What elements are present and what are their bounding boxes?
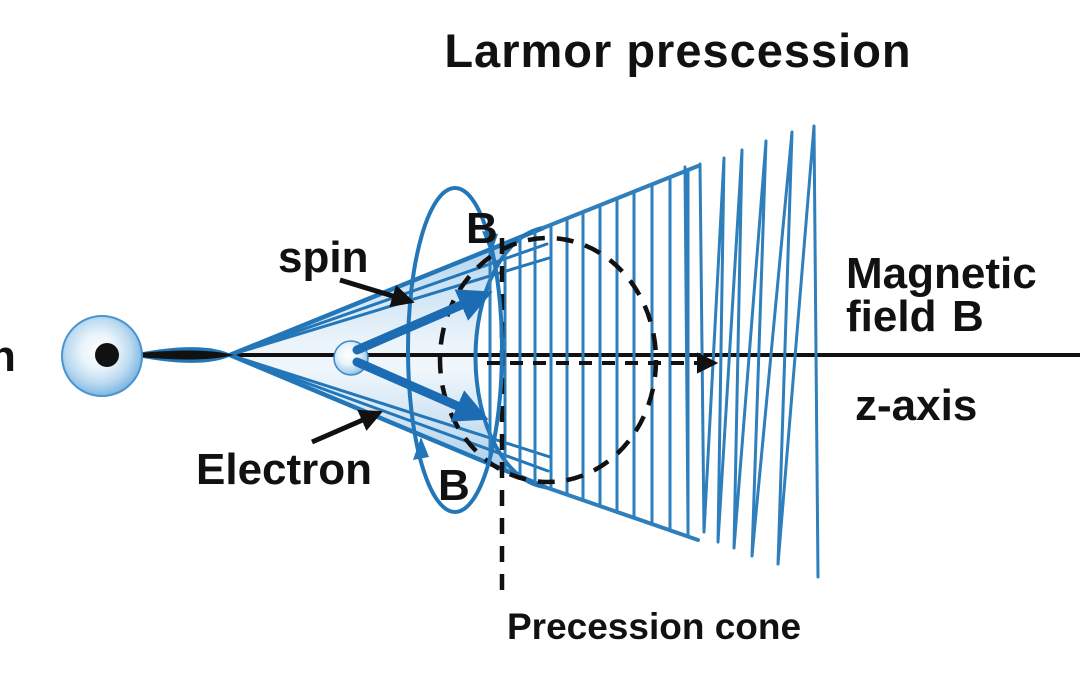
b-loop-arrowhead-up	[413, 437, 429, 460]
b-loop-arrowhead-down	[482, 231, 498, 254]
spin-label: spin	[278, 233, 368, 282]
b-loop-bottom-label: B	[438, 461, 470, 510]
magnetic-field-label-b: B	[952, 292, 984, 341]
nucleus-partial-label: n	[0, 332, 16, 381]
helix-envelope-lines	[541, 164, 700, 542]
orbit-spindle-black	[118, 350, 234, 360]
spin-vector-lower-arrow	[352, 357, 489, 422]
z-axis-label: z-axis	[855, 381, 977, 430]
b-loop-top-label: B	[466, 204, 498, 253]
spin-vector-upper-arrow	[352, 289, 493, 355]
spin-vector-arrows	[352, 289, 493, 422]
helix-hatch-lines	[488, 170, 690, 536]
precession-cone-label: Precession cone	[507, 606, 801, 647]
diagram-title: Larmor prescession	[444, 24, 911, 77]
spin-label-arrow	[339, 277, 415, 308]
electron-label: Electron	[196, 445, 372, 494]
b-field-loop	[406, 186, 504, 514]
electron-label-arrow	[311, 409, 383, 445]
nucleus-dot	[95, 343, 119, 367]
magnetic-field-label-line2: field	[846, 292, 936, 341]
helix-zigzag	[683, 124, 820, 579]
magnetic-field-label-line1: Magnetic	[846, 249, 1037, 298]
precession-circle-dashed	[437, 235, 659, 485]
